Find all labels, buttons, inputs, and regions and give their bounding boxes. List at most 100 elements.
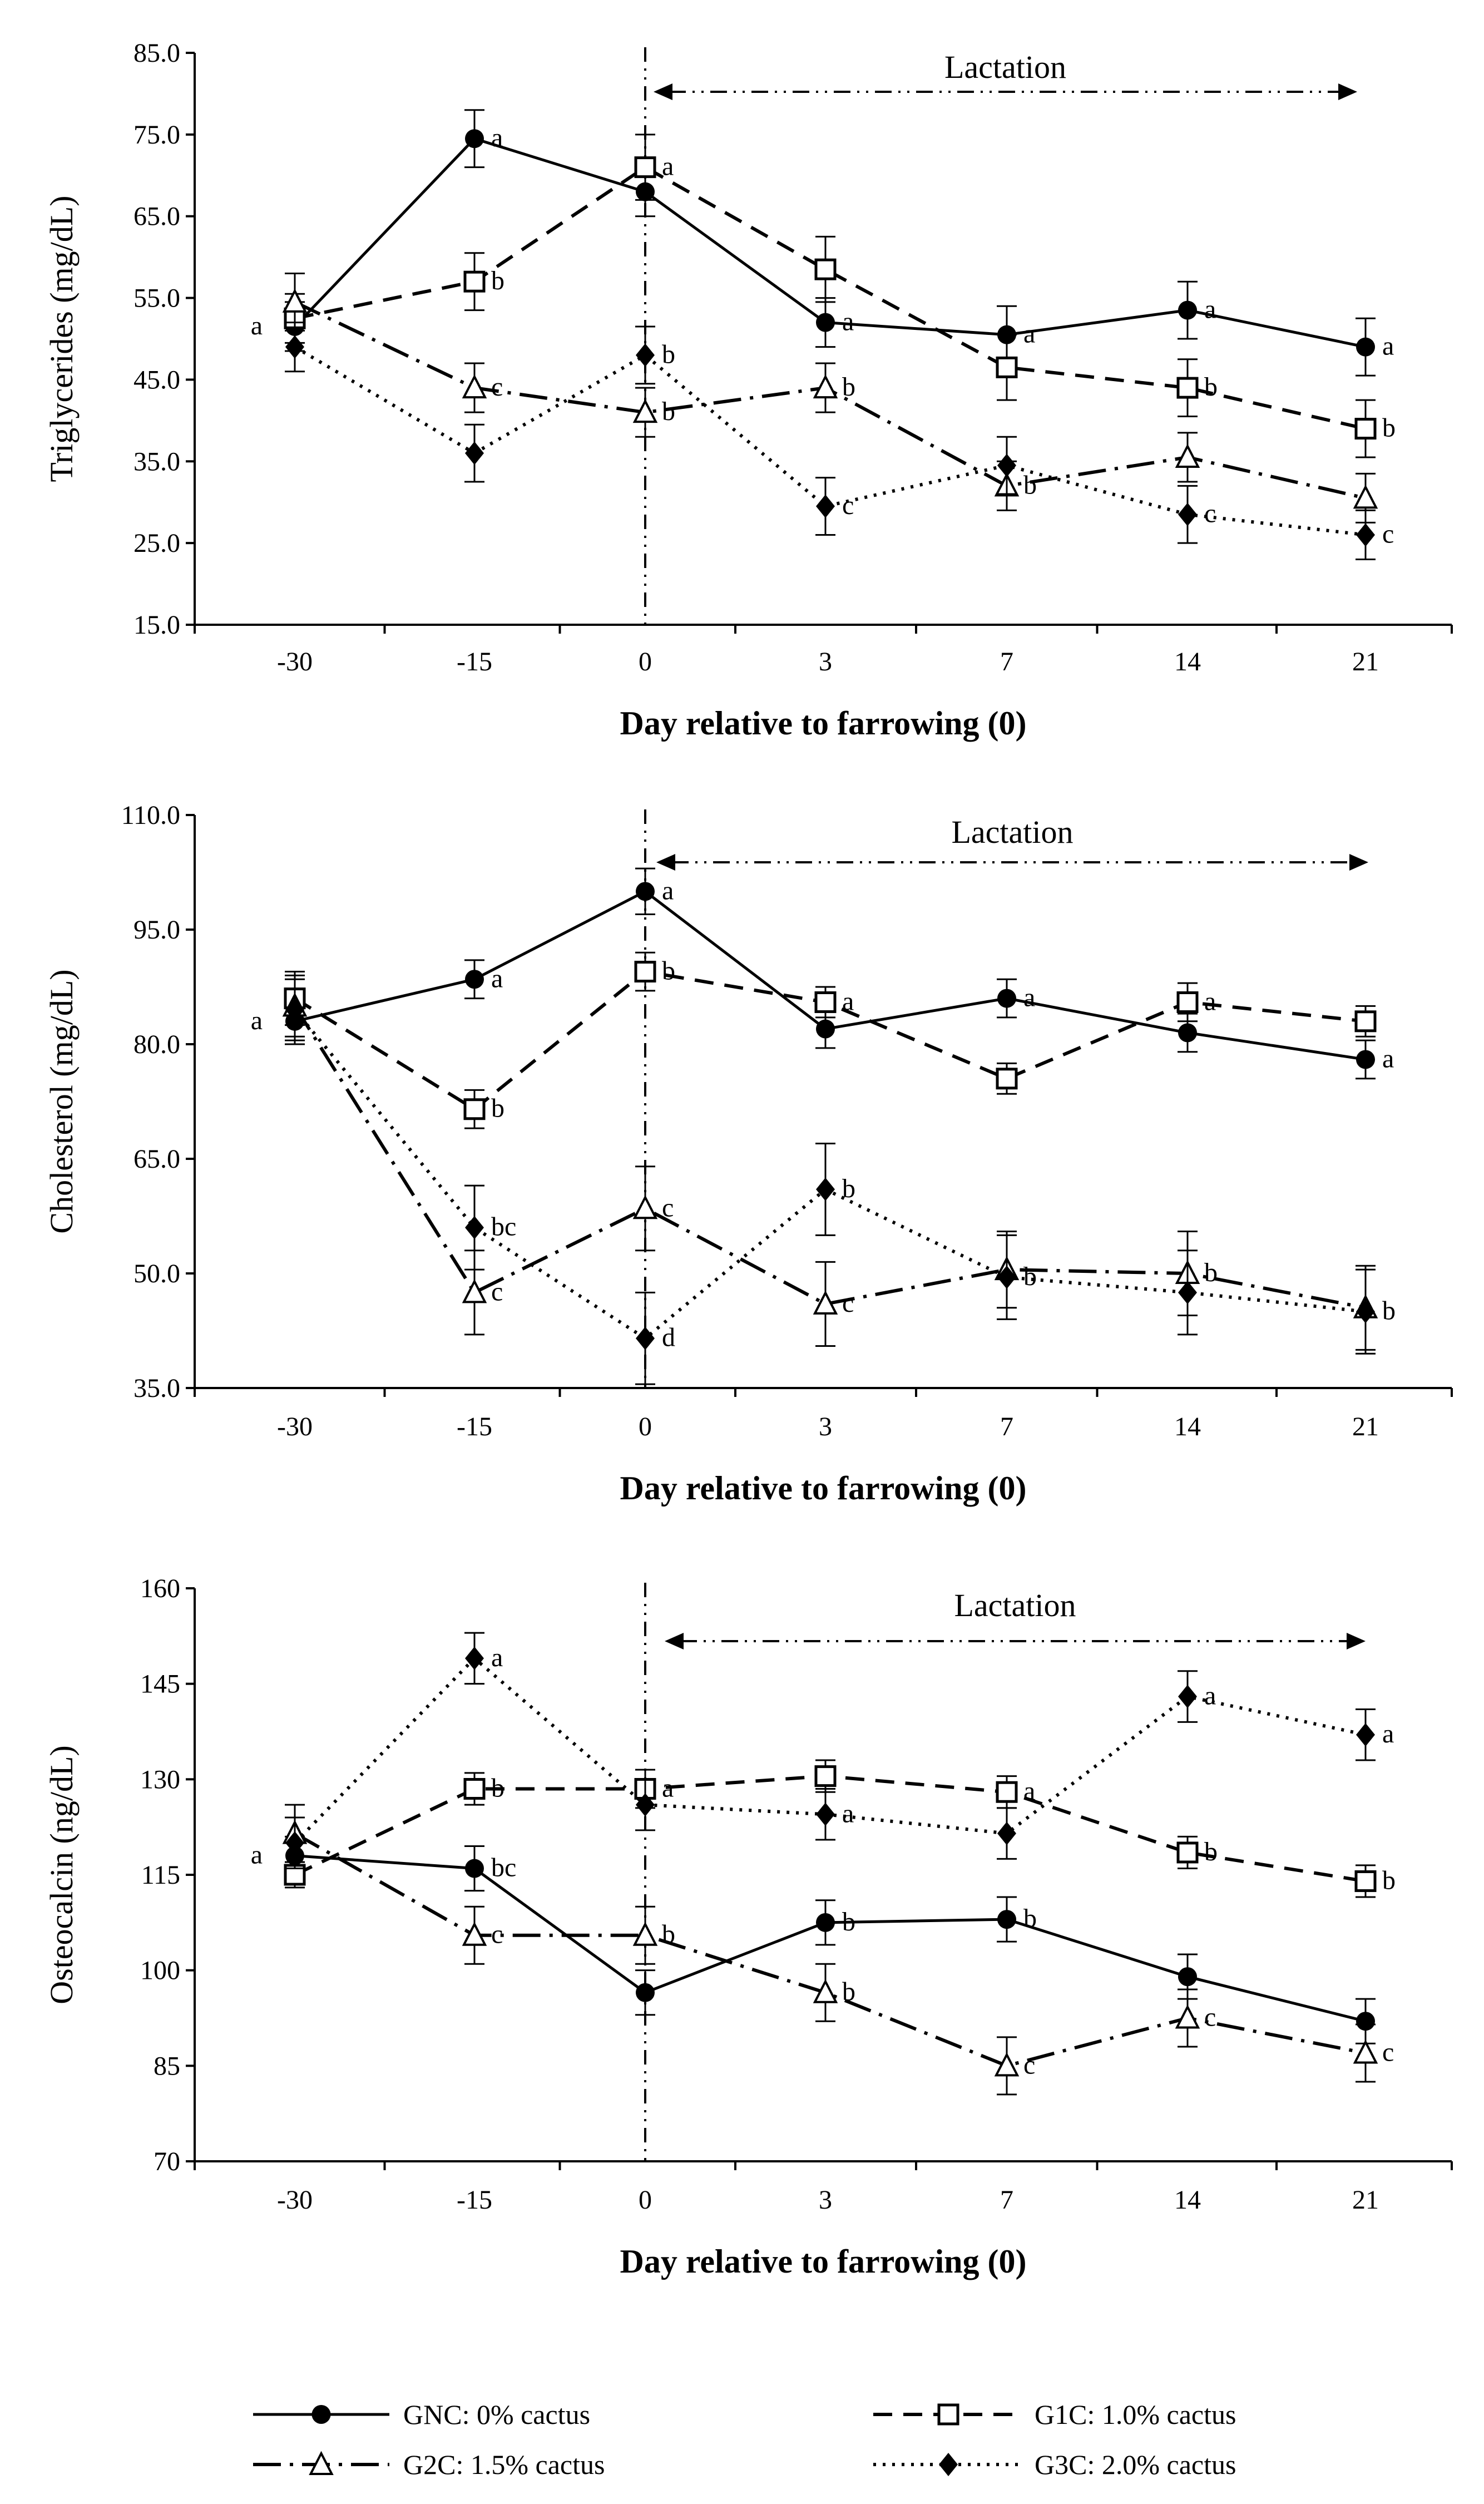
series-g3c: b c c c: [285, 322, 1394, 561]
legend-marker-gnc: [311, 2405, 331, 2424]
x-tick-label: 3: [819, 2185, 832, 2215]
y-tick-label: 100: [140, 1956, 180, 1986]
data-point-g2c: [462, 1922, 487, 1946]
data-point-g3c: [636, 343, 655, 367]
y-tick-label: 45.0: [133, 365, 180, 394]
significance-letter: a: [1204, 986, 1216, 1016]
legend-marker-g2c: [309, 2451, 334, 2475]
significance-letter: c: [491, 372, 503, 402]
significance-letter: c: [1204, 2003, 1216, 2032]
data-point-g3c: [997, 453, 1016, 477]
significance-letter: c: [662, 1193, 674, 1222]
data-point-g1c: [634, 961, 656, 983]
x-tick-label: 3: [819, 1412, 832, 1441]
data-point-g3c: [465, 441, 484, 465]
data-point-g1c: [1176, 377, 1199, 399]
significance-letter: b: [1382, 413, 1396, 443]
x-tick-label: 7: [1000, 647, 1013, 676]
x-tick-label: -30: [277, 647, 313, 676]
significance-letter: b: [662, 1920, 675, 1949]
legend-label: G1C: 1.0% cactus: [1035, 2399, 1236, 2430]
series-gnc: a a a a a a: [251, 109, 1394, 377]
y-tick-label: 70: [154, 2147, 180, 2176]
data-point-g2c: [1175, 443, 1200, 468]
x-tick-label: 0: [639, 2185, 652, 2215]
data-point-g3c: [465, 1216, 484, 1239]
lactation-label: Lactation: [954, 1587, 1076, 1623]
data-point-g3c: [1178, 1685, 1197, 1708]
legend-label: G3C: 2.0% cactus: [1035, 2449, 1236, 2480]
y-tick-label: 95.0: [133, 915, 180, 945]
significance-letter: a: [1382, 1044, 1394, 1073]
y-tick-label: 65.0: [133, 202, 180, 231]
data-point-g1c: [1354, 1870, 1377, 1892]
data-point-g1c: [1176, 991, 1199, 1013]
data-point-g1c: [463, 270, 486, 293]
significance-letter: a: [662, 152, 674, 181]
legend-marker-g1c: [937, 2403, 959, 2426]
significance-letter: b: [842, 1977, 855, 2007]
significance-letter: bc: [491, 1853, 516, 1883]
x-tick-label: 21: [1352, 1412, 1379, 1441]
y-tick-label: 160: [140, 1574, 180, 1603]
data-point-gnc: [997, 989, 1016, 1008]
data-point-g1c: [996, 1781, 1018, 1803]
data-point-g3c: [997, 1265, 1016, 1289]
significance-letter: d: [662, 1323, 675, 1352]
significance-letter: c: [491, 1277, 503, 1306]
data-point-gnc: [636, 882, 655, 901]
x-tick-label: -30: [277, 2185, 313, 2215]
significance-letter: a: [251, 1840, 263, 1870]
significance-letter: c: [842, 491, 854, 520]
data-point-g1c: [463, 1778, 486, 1800]
significance-letter: b: [842, 1907, 855, 1937]
x-tick-label: -15: [457, 647, 492, 676]
data-point-gnc: [465, 1859, 484, 1878]
series-g1c: b a a b b: [284, 1759, 1396, 1898]
data-point-g2c: [632, 398, 658, 423]
y-axis-title: Cholesterol (mg/dL): [43, 969, 80, 1233]
significance-letter: b: [491, 1774, 504, 1803]
significance-letter: a: [842, 986, 854, 1016]
data-point-g1c: [996, 356, 1018, 378]
data-point-g2c: [1353, 484, 1378, 509]
data-point-gnc: [465, 970, 484, 989]
series-g1c: b b a a: [284, 951, 1377, 1129]
x-tick-label: 7: [1000, 2185, 1013, 2215]
significance-letter: b: [1204, 1837, 1218, 1866]
y-tick-label: 75.0: [133, 120, 180, 150]
legend-label: G2C: 1.5% cactus: [403, 2449, 605, 2480]
data-point-g3c: [997, 1821, 1016, 1845]
y-tick-label: 145: [140, 1670, 180, 1699]
series-g3c: bc d b b b: [285, 978, 1396, 1385]
data-point-g1c: [634, 156, 656, 179]
x-tick-label: 14: [1174, 1412, 1201, 1441]
significance-letter: b: [842, 1174, 855, 1203]
y-tick-label: 35.0: [133, 447, 180, 476]
x-tick-label: 14: [1174, 647, 1201, 676]
y-tick-label: 85.0: [133, 38, 180, 68]
data-point-g3c: [816, 1802, 835, 1826]
significance-letter: a: [662, 876, 674, 905]
data-point-g3c: [1178, 1281, 1197, 1305]
data-point-g3c: [1356, 523, 1375, 547]
significance-letter: b: [1023, 1262, 1037, 1291]
data-point-g2c: [632, 1922, 658, 1946]
significance-letter: b: [1382, 1865, 1396, 1895]
significance-letter: c: [1023, 2050, 1035, 2080]
significance-letter: b: [1382, 1296, 1396, 1326]
data-point-g2c: [813, 1979, 838, 2003]
series-line-g3c: [293, 1009, 1366, 1340]
significance-letter: b: [662, 956, 675, 986]
data-point-g1c: [996, 1068, 1018, 1090]
legend-item-g1c: G1C: 1.0% cactus: [873, 2399, 1236, 2430]
significance-letter: bc: [491, 1212, 516, 1242]
y-tick-label: 15.0: [133, 610, 180, 640]
data-point-g1c: [814, 1765, 837, 1787]
significance-letter: a: [1382, 332, 1394, 361]
y-axis-title: Osteocalcin (ng/dL): [43, 1745, 80, 2004]
lactation-label: Lactation: [944, 49, 1066, 85]
significance-letter: a: [1023, 1776, 1035, 1806]
